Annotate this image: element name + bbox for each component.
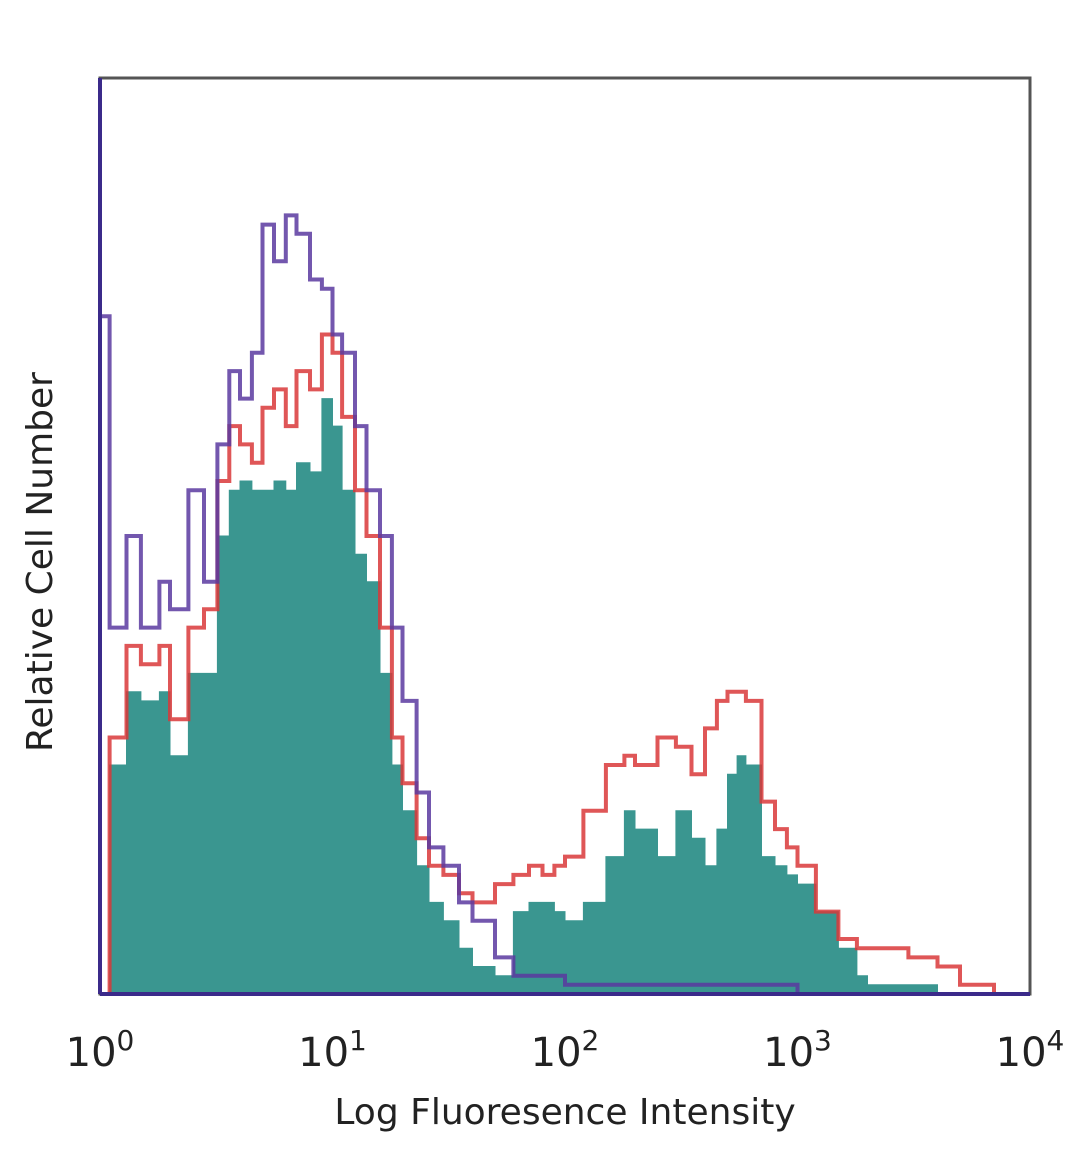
series-3-trace xyxy=(98,213,1030,996)
x-tick-label: 103 xyxy=(763,1024,832,1076)
x-tick-label: 102 xyxy=(531,1024,600,1076)
y-axis-title: Relative Cell Number xyxy=(20,372,61,752)
series-2-trace xyxy=(107,332,1030,996)
x-tick-labels: 100 101 102 103 104 xyxy=(66,1024,1065,1076)
x-axis-title: Log Fluoresence Intensity xyxy=(334,1092,795,1133)
plot-layer xyxy=(98,213,1030,996)
x-tick-label: 104 xyxy=(996,1024,1065,1076)
series-1-trace xyxy=(109,398,1030,995)
x-tick-label: 100 xyxy=(66,1024,135,1076)
x-tick-label: 101 xyxy=(298,1024,367,1076)
